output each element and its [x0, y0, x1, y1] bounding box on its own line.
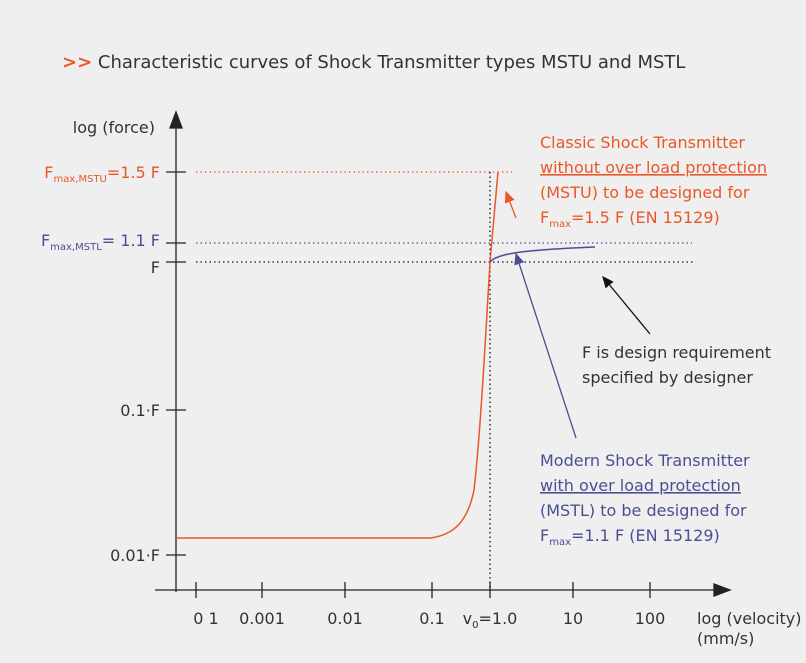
text: with over load protection — [540, 476, 741, 495]
text: Modern Shock Transmitter — [540, 451, 750, 470]
design-arrow — [602, 275, 651, 335]
x-tick-label: 0.01 — [327, 609, 363, 628]
y-axis-label: log (force) — [73, 118, 155, 137]
y-tick-label: Fmax,MSTU=1.5 F — [44, 163, 160, 185]
y-tick-label: F — [151, 258, 160, 277]
text: without over load protection — [540, 158, 767, 177]
text: F is design requirement — [582, 343, 771, 362]
text: Fmax=1.1 F (EN 15129) — [540, 526, 720, 548]
mstl-annotation: Modern Shock Transmitter with over load … — [540, 451, 750, 548]
x-tick-label: 0 1 — [193, 609, 218, 628]
reference-lines — [196, 171, 694, 590]
text: specified by designer — [582, 368, 753, 387]
mstu-curve — [176, 171, 499, 539]
y-tick-label: 0.01·F — [110, 546, 160, 565]
mstl-curve — [489, 246, 596, 263]
mstu-annotation: Classic Shock Transmitter without over l… — [540, 133, 767, 230]
design-annotation: F is design requirement specified by des… — [582, 343, 771, 387]
x-axis-label: log (velocity) — [697, 609, 802, 628]
text: (MSTU) to be designed for — [540, 183, 750, 202]
x-axis-unit: (mm/s) — [697, 629, 754, 648]
axes — [155, 110, 732, 598]
mstu-arrow — [504, 190, 517, 219]
x-tick-label: v0=1.0 — [463, 609, 518, 631]
x-tick-label: 100 — [635, 609, 666, 628]
y-tick-label: Fmax,MSTL= 1.1 F — [41, 231, 160, 253]
text: (MSTL) to be designed for — [540, 501, 747, 520]
mstl-arrow — [514, 252, 577, 439]
title: >> Characteristic curves of Shock Transm… — [62, 52, 685, 73]
y-tick-label: 0.1·F — [120, 401, 160, 420]
x-tick-label: 0.001 — [239, 609, 285, 628]
x-tick-label: 10 — [563, 609, 583, 628]
text: Fmax=1.5 F (EN 15129) — [540, 208, 720, 230]
x-tick-label: 0.1 — [419, 609, 444, 628]
text: Classic Shock Transmitter — [540, 133, 745, 152]
